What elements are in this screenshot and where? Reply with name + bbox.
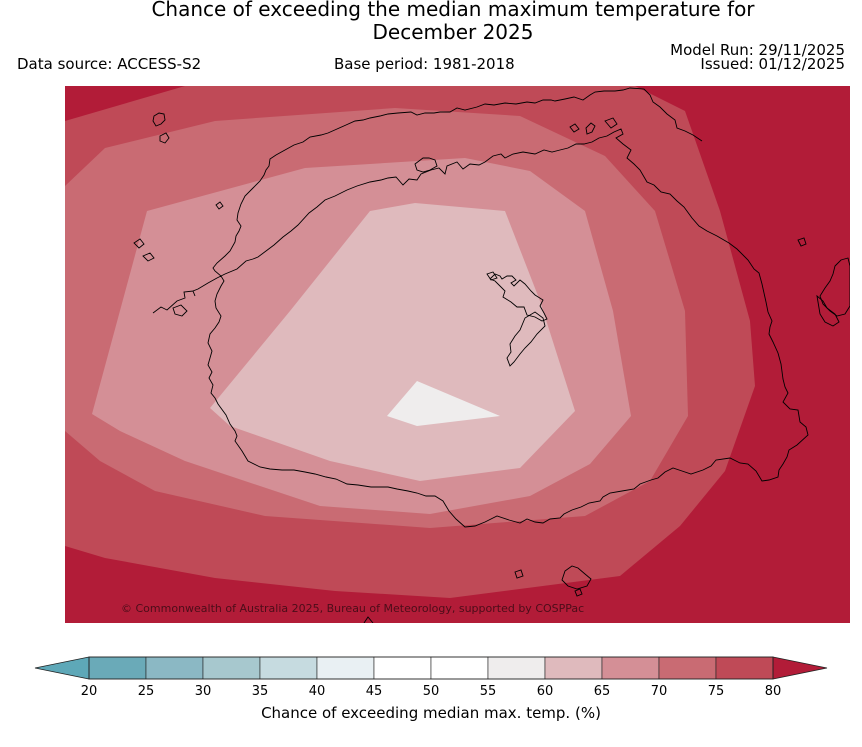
colorbar-bin [430,656,489,680]
colorbar-label: Chance of exceeding median max. temp. (%… [261,704,601,722]
colorbar-bin [145,656,204,680]
colorbar-tick-label: 65 [594,684,611,699]
colorbar-tick-label: 55 [480,684,497,699]
island-5 [172,304,188,317]
island-13 [561,565,592,590]
northern-coast [414,157,438,173]
island-10 [797,237,807,247]
forecast-map: © Commonwealth of Australia 2025, Bureau… [65,86,850,623]
mainland-coastline [152,87,809,528]
colorbar-tick-label: 80 [765,684,782,699]
colorbar-tick-label: 50 [423,684,440,699]
colorbar-outline [88,656,774,680]
island-4 [142,252,155,262]
colorbar-bins [88,656,774,680]
island-14 [514,569,524,579]
colorbar-tick-label: 20 [81,684,98,699]
island-9 [604,117,618,129]
cape-york-peninsula [489,273,548,322]
colorbar-tick-label: 35 [252,684,269,699]
colorbar-tick-label: 25 [138,684,155,699]
probability-contours [65,86,850,623]
colorbar-tick-label: 45 [366,684,383,699]
colorbar-bin [88,656,147,680]
gulf-coast [506,311,546,367]
colorbar-bin [715,656,774,680]
contour-55-60 [387,381,500,426]
island-16 [363,616,374,623]
colorbar-bin [601,656,660,680]
island-15 [574,588,583,597]
title-line-2: December 2025 [372,20,534,44]
island-2 [159,132,170,144]
colorbar-tick-label: 30 [195,684,212,699]
colorbar-bin [373,656,432,680]
island-6 [215,201,224,210]
colorbar-bin [487,656,546,680]
island-11 [819,257,850,317]
title-line-1: Chance of exceeding the median maximum t… [151,0,755,21]
colorbar-above-max-arrow [772,656,828,680]
island-12 [816,294,840,327]
colorbar-ticks: 20 25 30 35 40 45 50 55 60 65 70 75 80 [81,684,782,699]
island-17 [585,122,596,135]
colorbar-bin [658,656,717,680]
coastline [133,87,850,623]
colorbar-bin [316,656,375,680]
colorbar-bin [202,656,261,680]
island-1 [152,112,166,127]
colorbar-bin [259,656,318,680]
copyright-notice: © Commonwealth of Australia 2025, Bureau… [121,602,584,615]
island-3 [133,238,145,249]
model-run: Model Run: 29/11/2025 [670,41,845,59]
island-8 [569,123,580,133]
colorbar-tick-label: 40 [309,684,326,699]
base-period: Base period: 1981-2018 [334,55,515,73]
data-source: Data source: ACCESS-S2 [17,55,202,73]
colorbar-tick-label: 60 [537,684,554,699]
colorbar-tick-label: 70 [651,684,668,699]
colorbar-legend: 20 25 30 35 40 45 50 55 60 65 70 75 80 Chance of exc… [34,656,828,722]
colorbar-bin [544,656,603,680]
issued-date: Issued: 01/12/2025 [700,55,845,73]
island-7 [486,271,498,281]
colorbar-tick-label: 75 [708,684,725,699]
colorbar-below-min-arrow [34,656,90,680]
chart-title: Chance of exceeding the median maximum t… [0,0,862,44]
